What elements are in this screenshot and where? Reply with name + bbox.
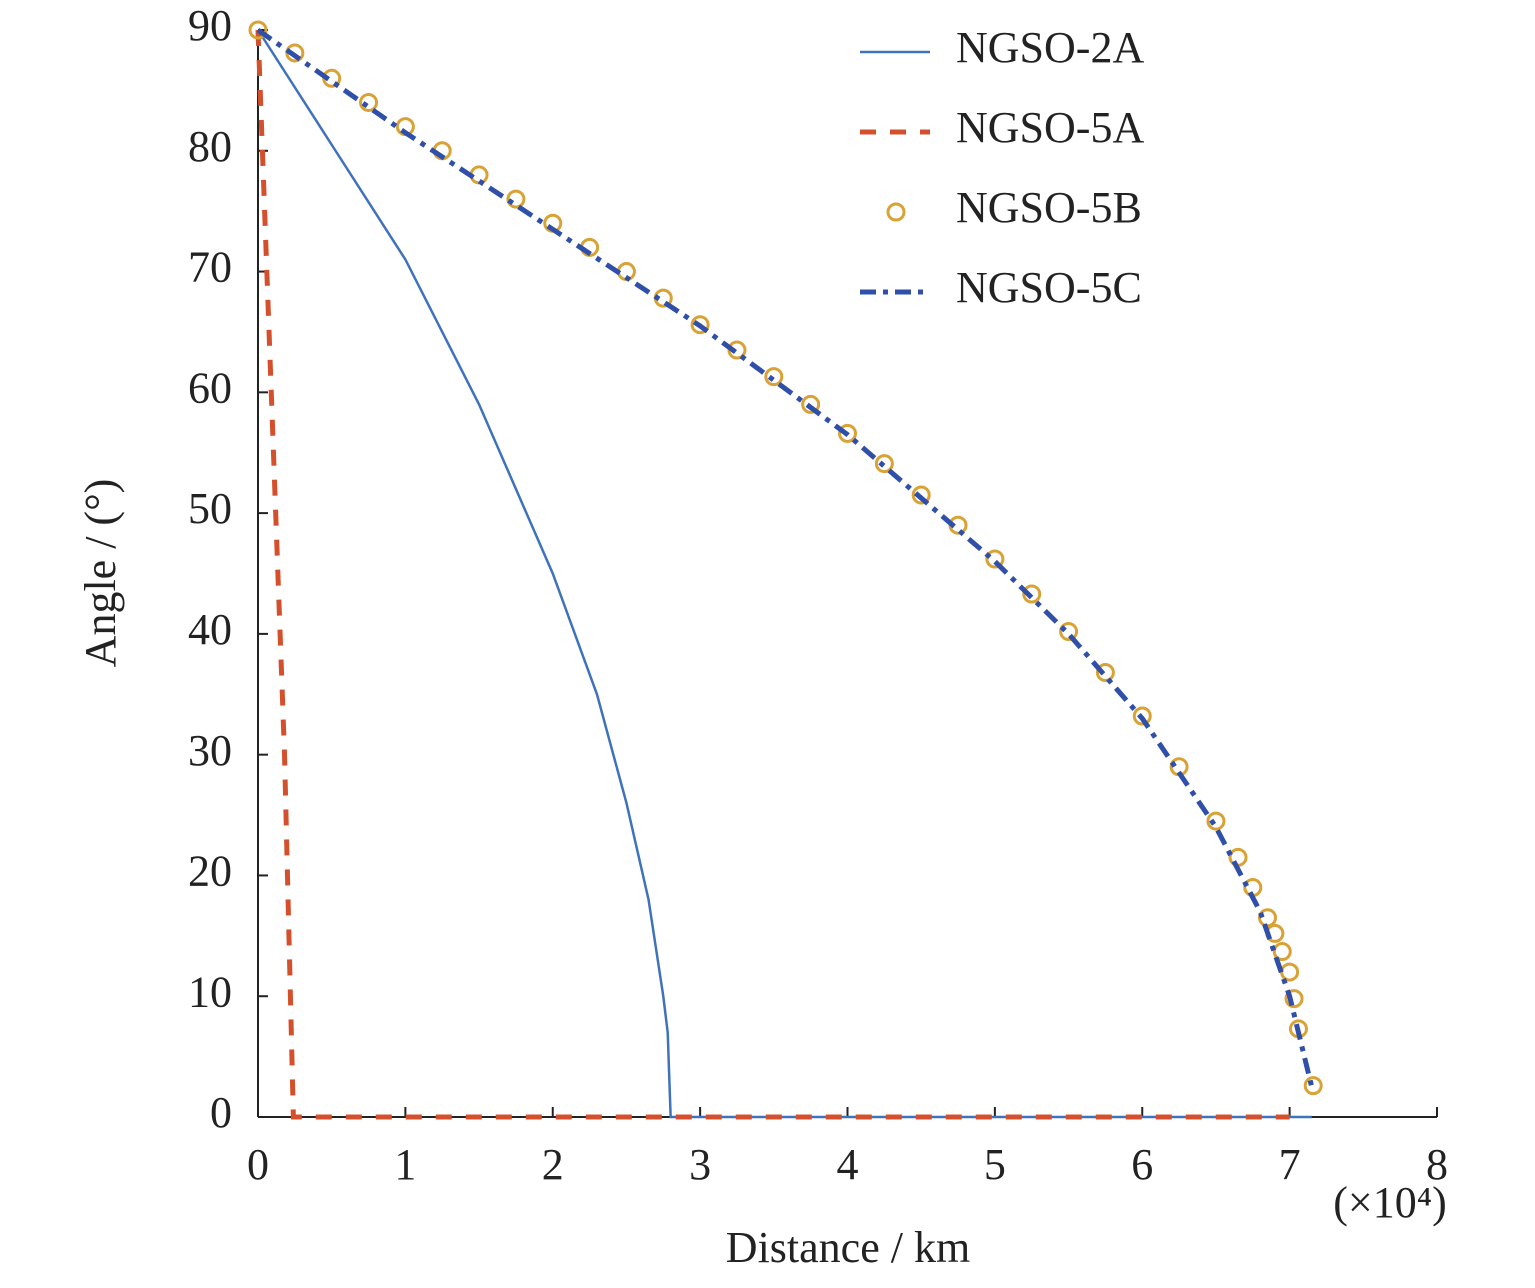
- y-tick-label: 90: [188, 1, 232, 50]
- marker: [1272, 942, 1292, 962]
- x-tick-label: 8: [1426, 1140, 1448, 1189]
- marker: [764, 367, 784, 387]
- marker: [801, 394, 821, 414]
- y-tick-label: 20: [188, 847, 232, 896]
- x-tick-label: 0: [247, 1140, 269, 1189]
- series-line: [256, 29, 1312, 1119]
- series-line: [256, 27, 1315, 1088]
- x-axis-label: Distance / km: [726, 1223, 970, 1272]
- marker: [359, 92, 379, 112]
- y-tick-label: 70: [188, 243, 232, 292]
- x-tick-label: 1: [394, 1140, 416, 1189]
- marker: [1022, 584, 1042, 604]
- series-line: [255, 29, 1290, 1120]
- x-tick-label: 6: [1131, 1140, 1153, 1189]
- y-axis-label: Angle / (°): [76, 479, 125, 668]
- legend-label: NGSO-5B: [956, 183, 1142, 232]
- x-tick-label: 3: [689, 1140, 711, 1189]
- marker: [1258, 908, 1278, 928]
- y-tick-label: 30: [188, 726, 232, 775]
- marker: [506, 189, 526, 209]
- marker: [838, 423, 857, 443]
- marker: [1206, 811, 1226, 831]
- y-tick-label: 80: [188, 122, 232, 171]
- legend-label: NGSO-5A: [956, 103, 1144, 152]
- marker: [1280, 962, 1300, 982]
- x-tick-label: 7: [1279, 1140, 1301, 1189]
- marker: [1059, 621, 1079, 641]
- legend-marker: [886, 202, 906, 222]
- y-tick-label: 60: [188, 363, 232, 412]
- y-tick-label: 50: [188, 484, 232, 533]
- x-tick-label: 5: [984, 1140, 1006, 1189]
- marker: [911, 485, 931, 505]
- marker: [1284, 989, 1304, 1009]
- marker: [248, 20, 268, 40]
- y-tick-label: 10: [188, 967, 232, 1016]
- x-multiplier: (×10⁴): [1333, 1178, 1446, 1227]
- marker: [1095, 663, 1115, 683]
- marker: [874, 454, 894, 474]
- x-tick-label: 4: [837, 1140, 859, 1189]
- marker: [1132, 706, 1152, 726]
- y-tick-label: 40: [188, 605, 232, 654]
- marker: [690, 315, 710, 335]
- legend-label: NGSO-5C: [956, 263, 1142, 312]
- y-tick-label: 0: [210, 1088, 232, 1137]
- marker: [1303, 1076, 1323, 1096]
- legend-label: NGSO-2A: [956, 23, 1144, 72]
- marker: [985, 549, 1005, 569]
- x-tick-label: 2: [542, 1140, 564, 1189]
